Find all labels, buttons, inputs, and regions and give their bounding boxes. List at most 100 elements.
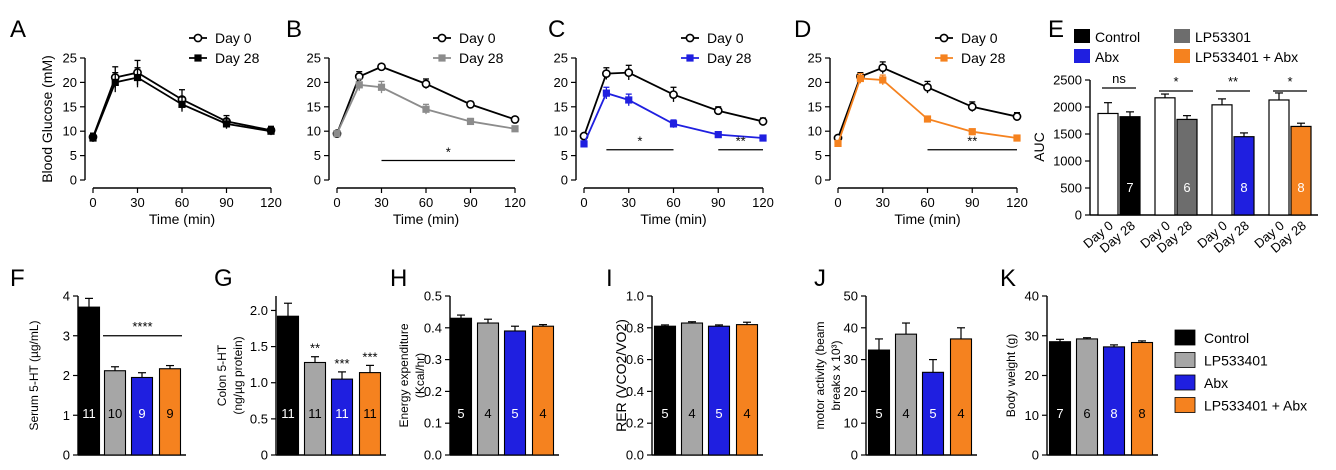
series-day-0 xyxy=(579,64,768,141)
y-tick-label: 20 xyxy=(808,75,822,90)
legend-label: Day 28 xyxy=(215,50,260,66)
panel-letter: B xyxy=(286,16,302,43)
legend-swatch xyxy=(1174,329,1196,346)
data-point xyxy=(421,79,431,89)
y-tick-label: 20 xyxy=(63,75,77,90)
y-tick-label: 0 xyxy=(561,173,568,188)
legend: Day 0 Day 28 xyxy=(189,30,260,66)
bar xyxy=(276,315,300,456)
data-point xyxy=(669,120,678,128)
panel-letter: H xyxy=(390,265,407,292)
panel-h: H 0.0 0.1 0.2 0.3 0.4 0.5 Energy expenditure (Kc… xyxy=(390,265,559,463)
significance-label: ** xyxy=(967,134,977,149)
y-tick-label: 30 xyxy=(844,352,858,367)
bar xyxy=(1119,116,1141,216)
series-day-28 xyxy=(89,67,275,142)
n-label: 11 xyxy=(281,406,295,421)
data-point xyxy=(111,78,119,86)
y-axis-title: Body weight (g) xyxy=(1004,334,1018,417)
bar xyxy=(531,325,555,456)
legend-marker xyxy=(940,54,948,62)
y-tick-label: 10 xyxy=(307,124,321,139)
y-tick-label: 0 xyxy=(63,448,70,463)
y-tick-label: 0 xyxy=(1032,448,1039,463)
data-point xyxy=(511,125,519,133)
y-tick-label: 1.0 xyxy=(626,289,644,304)
y-tick-label: 5 xyxy=(815,148,822,163)
x-tick-label: 30 xyxy=(622,195,636,210)
series-day-28 xyxy=(333,78,519,138)
y-tick-label: 50 xyxy=(844,289,858,304)
y-axis-title: Colon 5-HT xyxy=(215,344,229,406)
y-axis-title: Energy expenditure xyxy=(397,323,411,427)
panel-letter: F xyxy=(10,265,25,292)
legend-label: Control xyxy=(1095,29,1140,45)
bar xyxy=(894,333,918,456)
significance-label: ** xyxy=(310,341,320,356)
significance-label: ** xyxy=(1228,74,1238,89)
significance-label: *** xyxy=(362,349,377,364)
y-tick-label: 15 xyxy=(307,99,321,114)
n-label: 8 xyxy=(1138,406,1145,421)
bar xyxy=(1048,341,1072,456)
legend-marker xyxy=(194,54,202,62)
data-point xyxy=(759,134,767,142)
y-tick-label: 0 xyxy=(314,173,321,188)
y-tick-label: 10 xyxy=(844,416,858,431)
y-tick-label: 1500 xyxy=(1053,127,1082,142)
x-tick-label: 60 xyxy=(666,195,680,210)
data-point xyxy=(133,73,142,82)
bar xyxy=(1268,99,1290,216)
y-tick-label: 0.2 xyxy=(424,384,442,399)
legend-label: Day 0 xyxy=(459,30,496,46)
legend-swatch xyxy=(1174,397,1196,413)
data-point xyxy=(580,140,588,148)
bar xyxy=(503,330,527,456)
y-tick-label: 0.0 xyxy=(626,448,644,463)
y-tick-label: 20 xyxy=(554,75,568,90)
panel-k: K 0 10 20 30 40 Body weight (g) 7 6 8 8 xyxy=(1000,265,1158,463)
data-point xyxy=(89,134,97,142)
n-label: 4 xyxy=(743,406,750,421)
y-axis-title: Serum 5-HT (µg/mL) xyxy=(27,320,41,430)
panel-i: I 0.0 0.2 0.4 0.6 0.8 1.0 RER (VCO2/VO2) 5 4 5 4 xyxy=(606,265,763,463)
y-tick-label: 3 xyxy=(63,328,70,343)
data-point xyxy=(355,81,363,89)
data-point xyxy=(879,76,887,84)
y-tick-label: 40 xyxy=(844,320,858,335)
y-tick-label: 25 xyxy=(63,51,77,66)
y-tick-label: 20 xyxy=(1025,368,1039,383)
y-tick-label: 40 xyxy=(1025,289,1039,304)
n-label: 11 xyxy=(308,406,322,421)
data-point xyxy=(669,90,678,99)
y-tick-label: 5 xyxy=(314,148,321,163)
n-label: 5 xyxy=(929,406,936,421)
n-label: 9 xyxy=(138,406,145,421)
y-tick-label: 1 xyxy=(63,408,70,423)
data-point xyxy=(714,131,722,139)
y-tick-label: 15 xyxy=(808,99,822,114)
y-tick-label: 0.0 xyxy=(424,448,442,463)
y-axis-title: motor activity (beam xyxy=(813,321,827,429)
series-day-28 xyxy=(834,72,1021,147)
data-point xyxy=(178,100,186,108)
significance-label: * xyxy=(1173,74,1178,89)
n-label: 11 xyxy=(335,406,349,421)
series-line xyxy=(336,65,516,134)
y-tick-label: 2.0 xyxy=(250,303,268,318)
x-tick-label: 90 xyxy=(219,195,233,210)
significance-label: * xyxy=(1287,74,1292,89)
data-point xyxy=(856,74,864,83)
bar xyxy=(1176,118,1198,216)
x-axis-title: Time (min) xyxy=(393,211,459,227)
bar xyxy=(653,325,677,456)
bar xyxy=(77,306,101,456)
y-tick-label: 1.5 xyxy=(250,339,268,354)
y-tick-label: 0 xyxy=(815,173,822,188)
n-label: 4 xyxy=(539,406,546,421)
series-line xyxy=(837,77,1018,144)
y-axis-title: AUC xyxy=(1031,132,1047,162)
